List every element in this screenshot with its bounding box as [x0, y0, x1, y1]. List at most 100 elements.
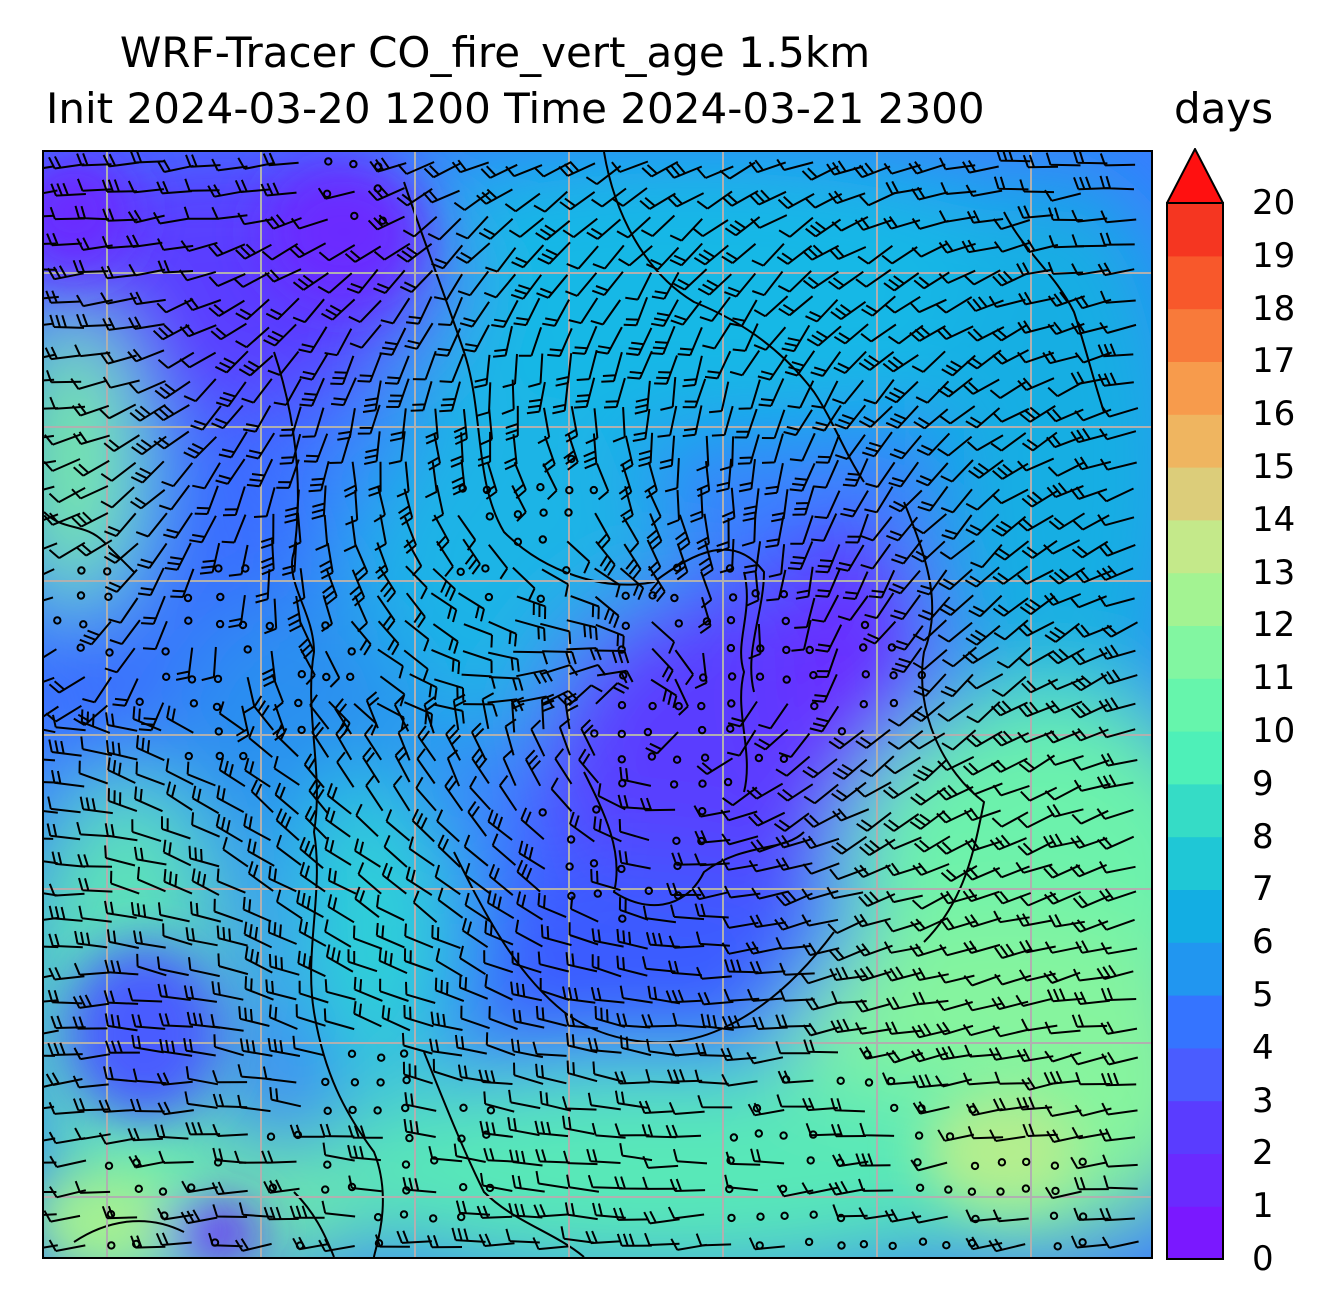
- wind-barb: [632, 408, 651, 442]
- wind-barb: [454, 1034, 487, 1055]
- wind-barb: [815, 568, 841, 598]
- wind-barb: [752, 1016, 788, 1030]
- wind-barb: [44, 1210, 81, 1223]
- wind-barb: [349, 324, 382, 349]
- wind-barb: [377, 648, 404, 679]
- wind-barb: [428, 1145, 463, 1163]
- wind-barb: [128, 316, 165, 330]
- wind-barb: [719, 538, 735, 574]
- wind-barb: [469, 775, 491, 811]
- wind-barb: [659, 435, 676, 470]
- colorbar-tick-label: 19: [1252, 235, 1296, 276]
- colorbar-band: [1167, 889, 1223, 943]
- wind-barb: [157, 260, 194, 274]
- wind-barb: [1045, 700, 1083, 714]
- wind-barb: [560, 1226, 594, 1244]
- wind-barb: [483, 273, 517, 299]
- wind-barb: [908, 732, 946, 750]
- wind-barb: [243, 921, 273, 949]
- wind-barb: [693, 805, 731, 818]
- wind-barb: [218, 757, 246, 788]
- wind-barb: [362, 746, 381, 784]
- wind-barb: [437, 887, 464, 919]
- colorbar-band: [1167, 678, 1223, 732]
- wind-barb: [208, 1232, 243, 1248]
- wind-barb: [432, 1058, 463, 1082]
- wind-barb: [362, 380, 382, 413]
- wind-barb: [384, 355, 410, 385]
- wind-barb: [775, 890, 813, 907]
- wind-barb: [304, 805, 328, 840]
- calm-wind-marker: [158, 1187, 168, 1196]
- calm-wind-marker: [756, 644, 765, 653]
- wind-barb: [726, 729, 757, 757]
- wind-barb: [674, 678, 689, 716]
- wind-barb: [1071, 209, 1108, 223]
- colorbar-extend-arrow: [1166, 148, 1224, 204]
- calm-wind-marker: [728, 593, 738, 602]
- wind-barb: [481, 692, 495, 729]
- wind-barb: [721, 833, 759, 846]
- wind-barb: [964, 837, 1003, 852]
- wind-barb: [751, 243, 785, 267]
- wind-barb: [1100, 1072, 1137, 1087]
- wind-barb: [179, 323, 217, 338]
- wind-barb: [1071, 234, 1107, 248]
- wind-barb: [775, 834, 813, 849]
- wind-barb: [966, 701, 1001, 724]
- calm-wind-marker: [104, 1161, 114, 1170]
- wind-barb: [279, 433, 302, 465]
- wind-barb: [308, 460, 330, 493]
- wind-barb: [1070, 1156, 1107, 1170]
- wind-barb: [49, 314, 85, 329]
- wind-barb: [1070, 1235, 1107, 1249]
- wind-barb: [828, 190, 866, 205]
- wind-barb: [1097, 372, 1134, 387]
- wind-barb: [1074, 624, 1112, 638]
- wind-barb: [1044, 1186, 1082, 1200]
- wind-barb: [130, 901, 163, 922]
- wind-barb: [784, 350, 816, 377]
- wind-barb: [319, 542, 334, 580]
- wind-barb: [431, 244, 464, 270]
- wind-barb: [216, 785, 245, 813]
- wind-barb: [1098, 697, 1136, 713]
- wind-barb: [78, 905, 112, 923]
- calm-wind-marker: [617, 755, 626, 764]
- wind-barb: [1017, 351, 1055, 364]
- wind-barb: [48, 905, 83, 922]
- wind-barb: [297, 950, 326, 978]
- wind-barb: [1044, 189, 1082, 202]
- wind-barb: [112, 678, 139, 707]
- calm-wind-marker: [754, 1129, 763, 1138]
- wind-barb: [242, 896, 272, 923]
- wind-barb: [992, 270, 1030, 287]
- wind-barb: [578, 748, 600, 784]
- wind-barb: [457, 592, 485, 622]
- wind-barb: [412, 890, 438, 923]
- wind-barb: [405, 296, 433, 325]
- wind-barb: [216, 925, 248, 947]
- calm-wind-marker: [617, 645, 626, 654]
- wind-barb: [483, 1091, 515, 1113]
- wind-barb: [44, 1137, 56, 1142]
- wind-barb: [100, 265, 137, 280]
- wind-barb: [211, 404, 244, 430]
- wind-barb: [750, 839, 788, 853]
- wind-barb: [402, 215, 438, 238]
- wind-barb: [434, 977, 465, 1003]
- wind-barb: [888, 569, 921, 595]
- wind-barb: [535, 1149, 570, 1164]
- wind-barb: [641, 1014, 677, 1028]
- wind-barb: [911, 1211, 948, 1224]
- calm-wind-marker: [751, 589, 760, 598]
- wind-barb: [528, 353, 544, 388]
- calm-wind-marker: [349, 159, 358, 169]
- wind-barb: [643, 1210, 680, 1225]
- wind-barb: [1099, 458, 1137, 471]
- wind-barb: [488, 544, 509, 580]
- calm-wind-marker: [617, 729, 626, 739]
- calm-wind-marker: [913, 1158, 922, 1167]
- calm-wind-marker: [698, 779, 707, 788]
- wind-barb: [104, 1013, 138, 1032]
